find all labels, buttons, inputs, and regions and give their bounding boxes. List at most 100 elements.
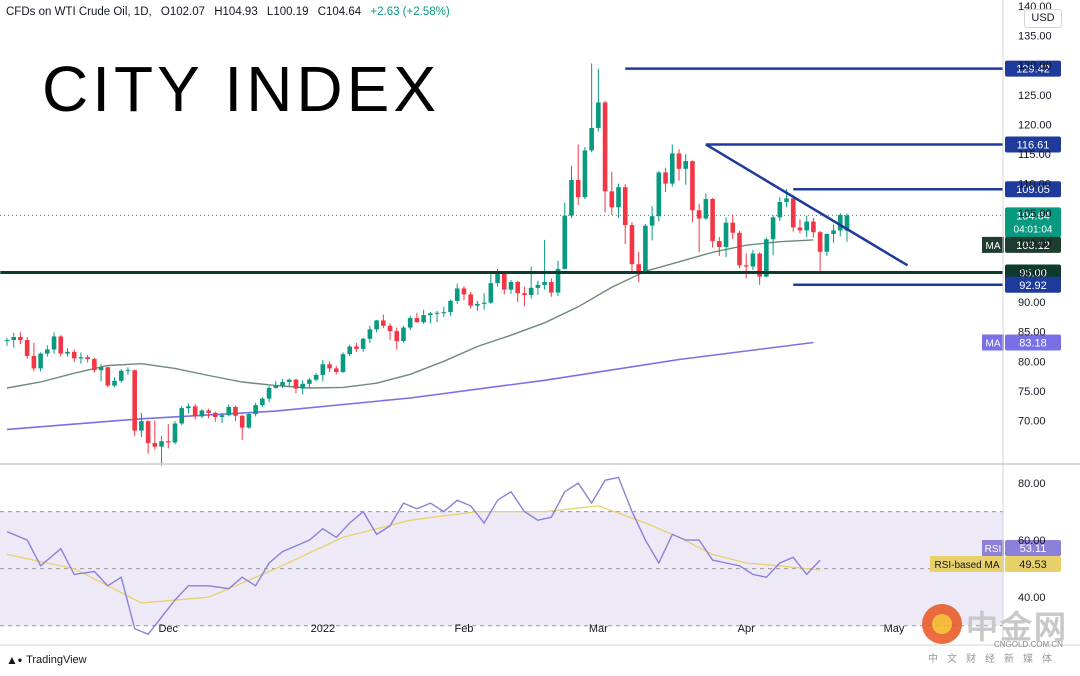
candle-body [643,225,648,273]
candle-body [239,415,245,428]
candle-body [461,288,467,295]
candle-body [293,379,299,389]
candle-body [340,354,346,372]
candle-body [596,102,601,128]
candle-body [696,210,702,219]
candle-body [246,414,252,428]
candle-body [407,318,413,328]
level-price-label: 116.61 [1017,139,1050,151]
candle-body [602,102,608,192]
candle-body [273,385,279,388]
candle-body [387,325,393,332]
price-tick-label: 115.00 [1018,149,1051,161]
candle-body [488,283,494,303]
candle-body [515,281,521,294]
candle-body [206,410,211,413]
rsi-ma-tag-badge [930,556,1004,572]
city-index-logo: CITY INDEX [42,53,440,125]
candle-body [219,415,225,417]
candle-body [844,215,850,231]
candle-body [313,374,319,380]
candle-body [4,339,10,341]
countdown-label: 04:01:04 [1014,224,1053,235]
candle-body [401,327,406,342]
current-price-badge [1005,207,1061,238]
candle-body [307,379,312,384]
candle-body [24,339,30,356]
chart-header: CFDs on WTI Crude Oil, 1D, O102.07 H104.… [6,6,456,18]
candle-body [441,312,447,314]
candle-body [575,180,581,198]
candle-body [213,412,218,417]
watermark-url: CNGOLD.COM.CN [994,640,1063,649]
level-price-badge [1005,264,1061,281]
level-price-badge [1005,136,1061,153]
candle-body [78,357,84,359]
candle-body [737,232,742,266]
candle-body [92,358,97,371]
rsi-ma-tag-label: RSI-based MA [934,560,999,571]
candle-body [71,351,77,359]
price-tick-label: 135.00 [1018,31,1052,43]
ma50-tag-label: MA [986,241,1001,252]
currency-button[interactable]: USD [1024,9,1062,28]
candle-body [159,441,164,447]
watermark-subtitle: 中文财经新媒体 [928,654,1061,665]
rsi-value-badge [1005,540,1061,556]
price-tick-label: 85.00 [1018,327,1046,339]
candle-body [18,337,23,340]
rsi-tag-label: RSI [985,544,1002,555]
candle-body [475,303,480,306]
cngold-watermark: 中金网 CNGOLD.COM.CN 中文财经新媒体 [922,602,1072,668]
candle-body [448,300,453,313]
time-tick-label: May [884,623,905,635]
candle-body [770,217,776,240]
candle-body [165,441,171,443]
candle-body [266,387,272,399]
low-value: L100.19 [266,6,309,18]
candle-body [837,215,843,231]
price-tick-label: 100.00 [1018,238,1052,250]
candle-body [582,150,588,198]
level-price-badge [1005,276,1061,293]
level-price-label: 109.05 [1016,184,1050,196]
tradingview-label: TradingView [26,654,87,666]
rsi-tag-badge [982,540,1004,556]
tradingview-logo-icon: ▲• [6,653,23,667]
watermark-title: 中金网 [966,608,1069,646]
candle-body [811,221,816,233]
price-tick-label: 125.00 [1018,90,1052,102]
candle-body [764,239,769,277]
level-price-label: 92.92 [1019,280,1047,292]
level-price-label: 95.00 [1019,267,1047,279]
price-tick-label: 110.00 [1018,179,1051,191]
candle-body [663,172,668,184]
ma200-tag-badge [982,334,1004,351]
rsi-line [6,476,821,636]
candle-body [31,355,37,369]
tradingview-brand[interactable]: ▲• TradingView [6,653,87,667]
candle-body [152,443,158,447]
candlestick-series [4,63,850,466]
ma50-value-label: 103.12 [1016,240,1050,252]
candle-body [65,351,70,354]
price-tick-label: 70.00 [1018,416,1046,428]
level-price-label: 129.42 [1016,64,1050,76]
candle-body [703,199,709,219]
candle-body [831,230,836,234]
candle-body [656,172,662,217]
candle-body [367,329,373,339]
candle-body [495,271,500,284]
candle-body [535,284,541,288]
candle-body [179,408,185,424]
candle-body [750,253,756,267]
time-tick-label: 2022 [311,623,335,635]
candle-body [421,315,426,323]
candle-body [569,180,574,216]
candle-body [132,370,137,431]
candle-body [743,265,749,267]
candle-body [286,379,292,383]
candle-body [98,367,104,371]
candle-body [797,227,803,231]
rsi-tick-label: 60.00 [1018,535,1046,547]
